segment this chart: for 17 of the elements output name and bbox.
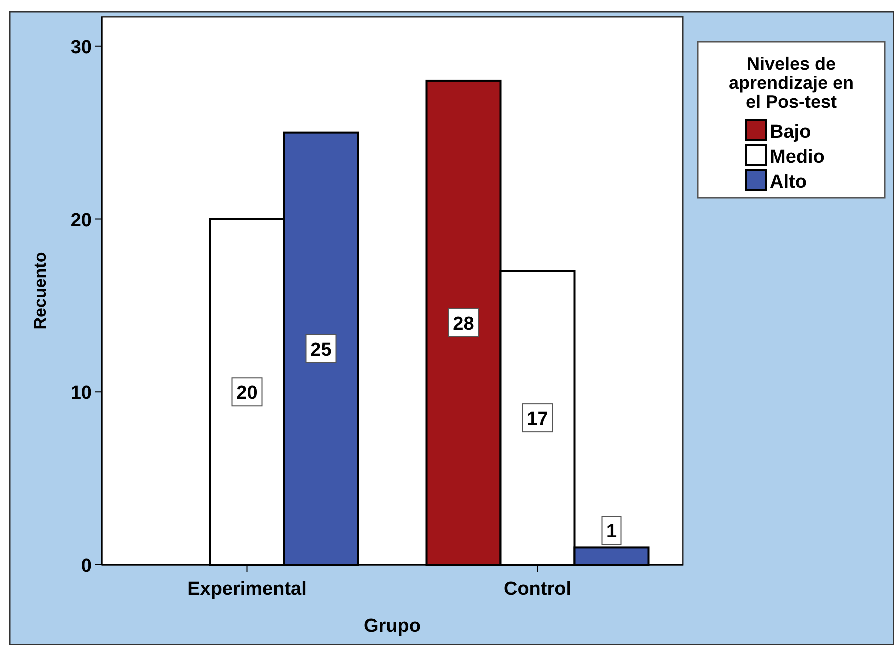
data-label: 25 xyxy=(310,340,332,361)
legend-label: Alto xyxy=(770,172,807,193)
data-label: 17 xyxy=(527,409,548,430)
x-axis-title: Grupo xyxy=(364,616,421,637)
data-label: 20 xyxy=(236,383,258,404)
y-tick-label: 10 xyxy=(70,383,92,404)
x-tick-label: Control xyxy=(504,579,572,600)
y-tick-label: 30 xyxy=(70,37,92,58)
y-tick-label: 20 xyxy=(70,210,92,232)
data-label: 28 xyxy=(453,314,474,335)
data-label: 1 xyxy=(606,522,618,543)
y-axis-title: Recuento xyxy=(31,252,50,330)
legend-title: Niveles de aprendizaje en el Pos-test xyxy=(728,54,854,112)
y-tick-label: 0 xyxy=(81,556,92,577)
legend-label: Medio xyxy=(770,147,825,168)
legend-label: Bajo xyxy=(770,122,812,143)
x-tick-label: Experimental xyxy=(188,579,307,600)
